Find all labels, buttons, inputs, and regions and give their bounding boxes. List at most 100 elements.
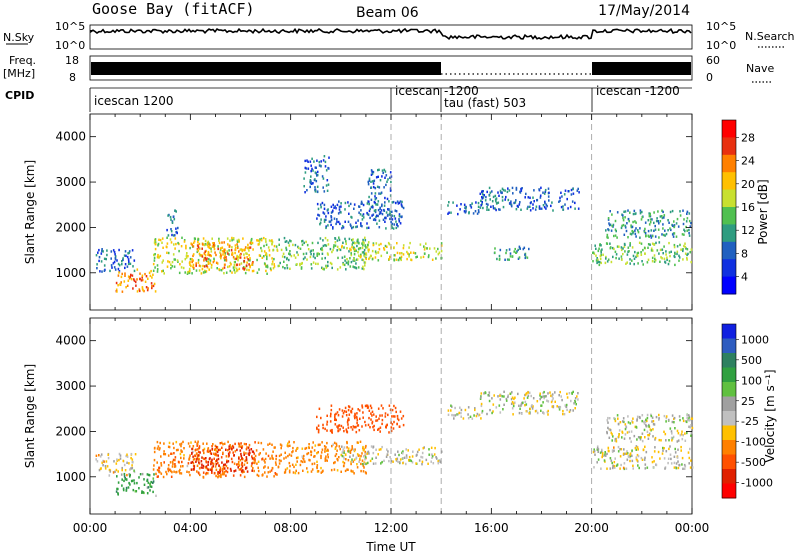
velocity-cell: [251, 469, 253, 472]
power-cell: [389, 176, 391, 179]
velocity-cell: [243, 442, 246, 446]
power-cell: [287, 241, 290, 244]
velocity-cell: [179, 452, 182, 456]
power-cell: [386, 245, 388, 248]
power-cell: [344, 237, 346, 241]
velocity-cell: [474, 407, 476, 410]
power-cell: [686, 210, 689, 213]
velocity-cell: [399, 458, 402, 461]
power-cell: [676, 250, 679, 253]
power-cell: [463, 203, 466, 206]
cpid-segment-3: tau (fast) 503: [444, 96, 526, 110]
power-cell: [146, 288, 149, 292]
power-cell: [338, 205, 341, 209]
power-cell: [676, 245, 679, 248]
power-cell: [651, 256, 654, 260]
power-cell: [614, 234, 617, 237]
power-cell: [370, 198, 373, 201]
velocity-cell: [351, 445, 353, 448]
velocity-cell: [295, 469, 297, 472]
velocity-cell: [690, 431, 693, 435]
power-cell: [416, 255, 418, 258]
power-cell: [372, 206, 374, 209]
velocity-cell: [667, 457, 670, 460]
velocity-cell: [547, 413, 549, 416]
power-cell: [669, 210, 672, 214]
power-cell: [360, 200, 363, 203]
power-cell: [356, 225, 358, 228]
power-cell: [147, 277, 149, 280]
power-cell: [316, 185, 319, 188]
velocity-cell: [149, 483, 151, 486]
power-cell: [345, 268, 347, 271]
velocity-cell: [164, 453, 167, 456]
velocity-cell: [362, 470, 365, 473]
velocity-cell: [167, 464, 170, 467]
power-cell: [542, 191, 544, 194]
power-cell: [390, 180, 392, 184]
power-cell: [256, 258, 258, 262]
power-cell: [96, 267, 98, 270]
velocity-cell: [378, 417, 380, 420]
power-cell: [501, 191, 503, 194]
velocity-cell: [215, 468, 218, 471]
power-cell: [366, 222, 368, 225]
power-cell: [367, 183, 370, 186]
velocity-cell: [392, 460, 394, 463]
power-cell: [312, 169, 314, 172]
power-cell: [237, 246, 239, 250]
velocity-cell: [269, 442, 271, 445]
velocity-cell: [304, 447, 306, 450]
colorbar-segment: [722, 338, 736, 354]
power-cell: [389, 213, 392, 216]
power-cell: [415, 256, 417, 259]
velocity-cell: [130, 467, 132, 470]
velocity-cell: [518, 411, 521, 415]
velocity-cell: [353, 415, 356, 418]
power-cell: [627, 250, 629, 253]
velocity-cell: [354, 425, 356, 429]
power-cell: [323, 212, 326, 215]
velocity-cell: [168, 441, 171, 445]
power-cell: [679, 243, 681, 247]
power-cell: [684, 252, 687, 255]
velocity-cell: [545, 395, 547, 398]
velocity-cell: [175, 471, 177, 474]
velocity-cell: [270, 469, 273, 472]
velocity-cell: [636, 459, 639, 462]
power-cell: [227, 252, 229, 255]
power-cell: [678, 259, 680, 262]
power-cell: [135, 284, 137, 287]
power-cell: [96, 263, 98, 266]
velocity-cell: [317, 443, 320, 447]
power-cell: [616, 236, 618, 239]
velocity-cell: [322, 423, 324, 427]
velocity-cell: [395, 410, 397, 414]
velocity-cell: [355, 430, 358, 434]
power-cell: [479, 206, 482, 209]
velocity-cell: [385, 425, 387, 429]
velocity-cell: [227, 460, 230, 463]
power-cell: [271, 242, 273, 246]
velocity-cell: [632, 464, 634, 467]
power-cell: [492, 195, 495, 199]
power-cell: [348, 204, 350, 208]
power-cell: [337, 212, 340, 215]
velocity-cell: [190, 441, 192, 444]
power-cell: [527, 205, 529, 209]
velocity-cell: [203, 457, 206, 461]
power-cell: [234, 271, 236, 274]
power-cell: [282, 252, 285, 255]
power-cell: [400, 255, 403, 258]
velocity-cell: [536, 411, 539, 415]
velocity-cell: [202, 457, 205, 460]
power-cell: [201, 255, 204, 258]
velocity-cell: [180, 456, 182, 460]
velocity-cell: [326, 448, 329, 451]
power-cell: [124, 272, 126, 275]
power-cell: [623, 210, 625, 213]
power-cell: [153, 256, 156, 260]
colorbar-segment: [722, 137, 736, 156]
power-cell: [488, 208, 490, 211]
power-cell: [202, 237, 205, 240]
